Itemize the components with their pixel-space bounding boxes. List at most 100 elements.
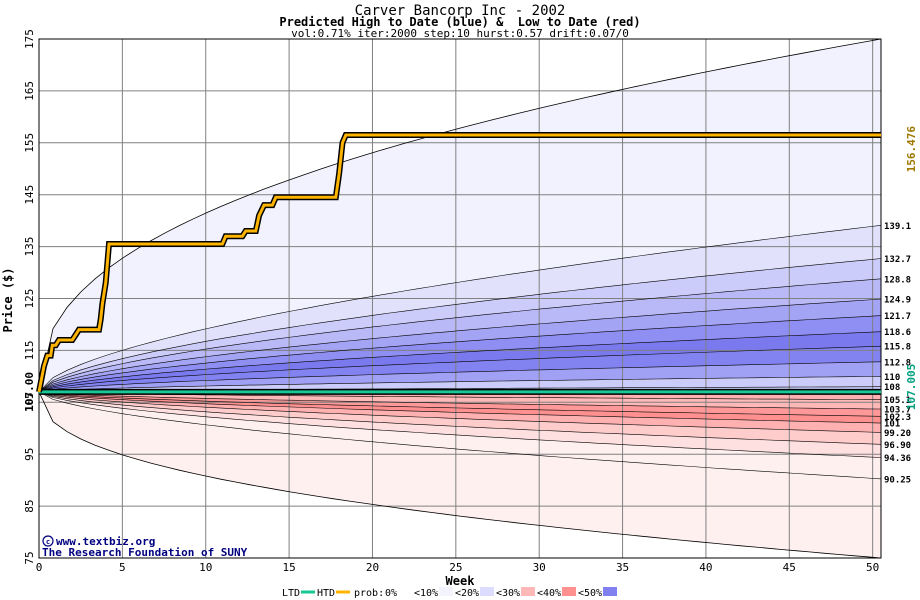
y-tick-label: 135 (23, 237, 36, 257)
x-tick-label: 20 (366, 561, 379, 574)
low-band-6 (39, 391, 881, 458)
high-band-4 (39, 299, 881, 392)
legend-item-label-0: 0% (385, 588, 397, 599)
x-tick-label: 50 (866, 561, 879, 574)
high-band-label-9: 108 (884, 383, 900, 393)
legend-htd-label: HTD (317, 588, 335, 599)
high-band-label-2: 128.8 (884, 275, 911, 285)
legend-item-label-4: <40% (537, 588, 561, 599)
watermark-line-1: www.textbiz.org (56, 535, 155, 548)
high-band-line-6 (38, 345, 882, 393)
x-tick-label: 45 (783, 561, 796, 574)
y-tick-label: 125 (23, 289, 36, 309)
y-tick-label: 115 (23, 340, 36, 360)
x-tick-label: 15 (282, 561, 295, 574)
y-tick-label: 95 (23, 448, 36, 461)
legend-item-swatch-3 (521, 587, 535, 596)
low-band-line-2 (38, 391, 882, 417)
high-band-5 (39, 315, 881, 392)
ltd-value-label: 107.005 (905, 364, 918, 410)
legend-item-label-3: <30% (496, 588, 520, 599)
y-tick-label: 155 (23, 133, 36, 153)
extreme-low-line (38, 391, 882, 559)
high-band-7 (39, 346, 881, 392)
low-band-4 (39, 391, 881, 433)
high-band-label-0: 139.1 (884, 222, 911, 232)
copyright-icon (42, 535, 54, 547)
high-band-label-5: 118.6 (884, 328, 911, 338)
low-band-line-4 (38, 391, 882, 433)
low-band-line-3 (38, 391, 882, 424)
legend-item-swatch-4 (562, 587, 576, 596)
extreme-high-line (38, 38, 882, 392)
legend-ltd-label: LTD (282, 588, 300, 599)
high-band-line-5 (38, 331, 882, 393)
x-tick-label: 40 (699, 561, 712, 574)
y-tick-label: 85 (23, 499, 36, 512)
plot-border (38, 38, 882, 559)
low-band-label-3: 101 (884, 420, 900, 430)
high-band-line-7 (38, 361, 882, 393)
x-tick-label: 30 (533, 561, 546, 574)
htd-line (37, 133, 881, 393)
high-band-label-3: 124.9 (884, 296, 911, 306)
low-band-2 (39, 391, 881, 417)
high-band-line-2 (38, 278, 882, 393)
y-tick-label: 175 (23, 29, 36, 49)
high-band-3 (39, 278, 881, 392)
high-band-line-1 (38, 258, 882, 393)
legend-item-swatch-0 (398, 587, 412, 596)
low-band-label-2: 102.3 (884, 413, 911, 423)
low-band-label-1: 103.7 (884, 406, 911, 416)
x-tick-label: 5 (119, 561, 126, 574)
y-tick-label: 165 (23, 81, 36, 101)
high-band-label-6: 115.8 (884, 343, 911, 353)
low-band-line-6 (38, 391, 882, 458)
copyright-icon-letter: c (46, 538, 50, 546)
low-band-line-1 (38, 391, 882, 410)
legend-item-label-1: <10% (414, 588, 438, 599)
low-band-8 (39, 391, 881, 558)
low-band-line-5 (38, 391, 882, 445)
low-band-3 (39, 391, 881, 424)
y-tick-label: 145 (23, 185, 36, 205)
chart-subtitle: Predicted High to Date (blue) & Low to D… (279, 15, 641, 29)
x-tick-label: 25 (449, 561, 462, 574)
y-tick-label: 75 (23, 551, 36, 564)
high-band-line-8 (38, 376, 882, 393)
x-axis-title: Week (446, 574, 476, 588)
high-band-line-0 (38, 225, 882, 393)
x-tick-label: 35 (616, 561, 629, 574)
high-band-2 (39, 258, 881, 392)
low-band-5 (39, 391, 881, 445)
high-band-label-4: 121.7 (884, 312, 911, 322)
legend-item-label-5: <50% (578, 588, 602, 599)
htd-value-label: 156.476 (905, 126, 918, 173)
high-band-0 (39, 39, 881, 392)
high-band-line-4 (38, 315, 882, 393)
chart-title: Carver Bancorp Inc - 2002 (354, 3, 566, 19)
high-band-label-8: 110 (884, 373, 900, 383)
x-tick-label: 10 (199, 561, 212, 574)
high-band-9 (39, 376, 881, 392)
legend-prob-prefix: prob: (354, 588, 384, 599)
legend-item-swatch-1 (439, 587, 453, 596)
low-band-label-5: 96.90 (884, 441, 911, 451)
y-axis-title: Price ($) (1, 267, 15, 332)
low-band-label-7: 90.25 (884, 475, 911, 485)
low-band-label-0: 105.1 (884, 396, 911, 406)
high-band-8 (39, 361, 881, 392)
high-band-label-1: 132.7 (884, 255, 911, 265)
watermark-line-2: The Research Foundation of SUNY (42, 546, 248, 559)
high-band-1 (39, 225, 881, 392)
high-band-line-3 (38, 298, 882, 393)
x-tick-label: 0 (36, 561, 43, 574)
start-value-label: 107.00 (23, 372, 36, 412)
low-band-label-6: 94.36 (884, 454, 911, 464)
low-band-line-7 (38, 391, 882, 480)
chart-params: vol:0.71% iter:2000 step:10 hurst:0.57 d… (291, 27, 629, 40)
low-band-label-4: 99.20 (884, 429, 911, 439)
low-band-1 (39, 391, 881, 409)
